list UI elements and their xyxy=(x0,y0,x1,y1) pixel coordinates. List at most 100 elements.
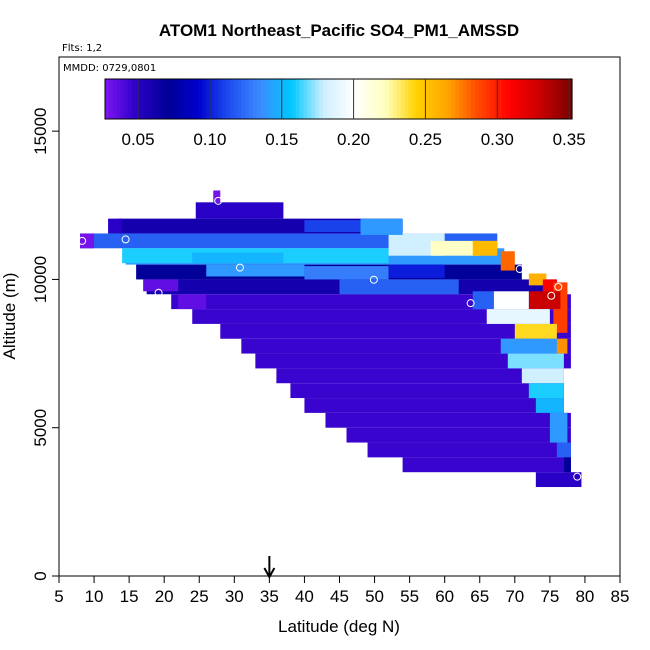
point-4 xyxy=(154,288,163,297)
heatmap-cell-13 xyxy=(528,291,561,310)
heatmap-cell-9 xyxy=(500,251,515,271)
colorbar-swatch xyxy=(225,79,231,119)
colorbar-swatch xyxy=(295,79,301,119)
point-0 xyxy=(78,236,87,245)
colorbar-swatch xyxy=(260,79,266,119)
colorbar-swatch xyxy=(443,79,449,119)
colorbar-swatch xyxy=(206,79,211,119)
colorbar-swatch xyxy=(513,79,519,119)
point-10 xyxy=(573,472,582,481)
colorbar-swatch xyxy=(198,79,203,119)
heatmap-cell-15 xyxy=(472,291,494,310)
colorbar-swatch xyxy=(548,79,554,119)
colorbar-swatch xyxy=(213,79,219,119)
x-tick-label-30: 30 xyxy=(225,587,244,606)
colorbar-swatch xyxy=(268,79,273,119)
y-tick-label-10000: 10000 xyxy=(31,256,50,303)
colorbar-label-0.05: 0.05 xyxy=(122,130,155,149)
heatmap-cell-1 xyxy=(192,252,284,264)
heatmap-cell-6 xyxy=(304,266,389,280)
colorbar-swatch xyxy=(416,79,421,119)
heatmap-cell-14 xyxy=(493,291,529,310)
colorbar-swatch xyxy=(210,79,215,119)
x-axis-label: Latitude (deg N) xyxy=(278,617,400,636)
colorbar-swatch xyxy=(447,79,452,119)
heatmap-row-14 xyxy=(304,398,564,413)
colorbar-swatch xyxy=(128,79,133,119)
y-axis-label: Altitude (m) xyxy=(0,273,19,360)
colorbar-swatch xyxy=(498,79,503,119)
colorbar-swatch xyxy=(178,79,184,119)
colorbar-swatch xyxy=(474,79,480,119)
heatmap-cell-28 xyxy=(108,218,123,234)
colorbar-swatch xyxy=(482,79,487,119)
heatmap-row-2 xyxy=(195,202,284,219)
x-tick-label-15: 15 xyxy=(120,587,139,606)
heatmap-cell-22 xyxy=(528,383,564,399)
x-tick-label-10: 10 xyxy=(85,587,104,606)
heatmap-cell-19 xyxy=(500,338,557,354)
colorbar-swatch xyxy=(451,79,456,119)
point-5 xyxy=(369,275,378,284)
colorbar-swatch xyxy=(552,79,558,119)
colorbar-swatch xyxy=(486,79,491,119)
colorbar-swatch xyxy=(365,79,371,119)
colorbar-swatch xyxy=(272,79,277,119)
colorbar-swatch xyxy=(466,79,472,119)
colorbar-swatch xyxy=(287,79,293,119)
point-3 xyxy=(235,263,244,272)
heatmap-row-15 xyxy=(325,412,571,428)
colorbar-swatch xyxy=(264,79,270,119)
heatmap-cell-26 xyxy=(563,457,571,473)
colorbar-swatch xyxy=(455,79,460,119)
point-8 xyxy=(547,291,556,300)
colorbar-label-0.25: 0.25 xyxy=(409,130,442,149)
heatmap-cell-30 xyxy=(178,294,207,310)
colorbar-swatch xyxy=(431,79,437,119)
y-tick-label-0: 0 xyxy=(31,571,50,580)
colorbar-swatch xyxy=(346,79,351,119)
heatmap-cell-20 xyxy=(507,353,564,369)
point-2 xyxy=(214,196,223,205)
colorbar-swatch xyxy=(357,79,363,119)
colorbar-swatch xyxy=(377,79,382,119)
colorbar-swatch xyxy=(322,79,328,119)
colorbar-swatch xyxy=(252,79,258,119)
colorbar-swatch xyxy=(147,79,153,119)
colorbar-swatch xyxy=(163,79,168,119)
colorbar-swatch xyxy=(354,79,359,119)
heatmap-row-9 xyxy=(220,323,571,339)
heatmap-cell-23 xyxy=(535,398,564,413)
x-tick-label-40: 40 xyxy=(295,587,314,606)
colorbar-frame xyxy=(104,78,573,120)
colorbar-swatch xyxy=(280,79,285,119)
heatmap-row-3 xyxy=(213,190,221,203)
x-tick-label-5: 5 xyxy=(54,587,63,606)
colorbar-swatch xyxy=(151,79,157,119)
colorbar-swatch xyxy=(221,79,227,119)
colorbar-swatch xyxy=(202,79,207,119)
x-tick-label-55: 55 xyxy=(400,587,419,606)
colorbar-swatch xyxy=(439,79,445,119)
colorbar-swatch xyxy=(389,79,394,119)
arrow-head xyxy=(263,567,276,580)
x-tick-label-50: 50 xyxy=(365,587,384,606)
colorbar-swatch xyxy=(124,79,129,119)
colorbar-swatch xyxy=(435,79,441,119)
colorbar-swatch xyxy=(330,79,336,119)
colorbar-swatch xyxy=(233,79,238,119)
colorbar-label-0.35: 0.35 xyxy=(553,130,586,149)
colorbar-swatch xyxy=(143,79,149,119)
colorbar-swatch xyxy=(490,79,495,119)
colorbar-swatch xyxy=(256,79,262,119)
heatmap-cell-5 xyxy=(206,264,305,277)
colorbar-swatch xyxy=(501,79,507,119)
x-tick-label-60: 60 xyxy=(435,587,454,606)
colorbar-swatch xyxy=(171,79,176,119)
colorbar-swatch xyxy=(544,79,550,119)
colorbar-swatch xyxy=(217,79,223,119)
colorbar-swatch xyxy=(560,79,565,119)
heatmap-cell-7 xyxy=(388,264,445,278)
heatmap-row-16 xyxy=(346,427,571,443)
colorbar-label-0.10: 0.10 xyxy=(193,130,226,149)
